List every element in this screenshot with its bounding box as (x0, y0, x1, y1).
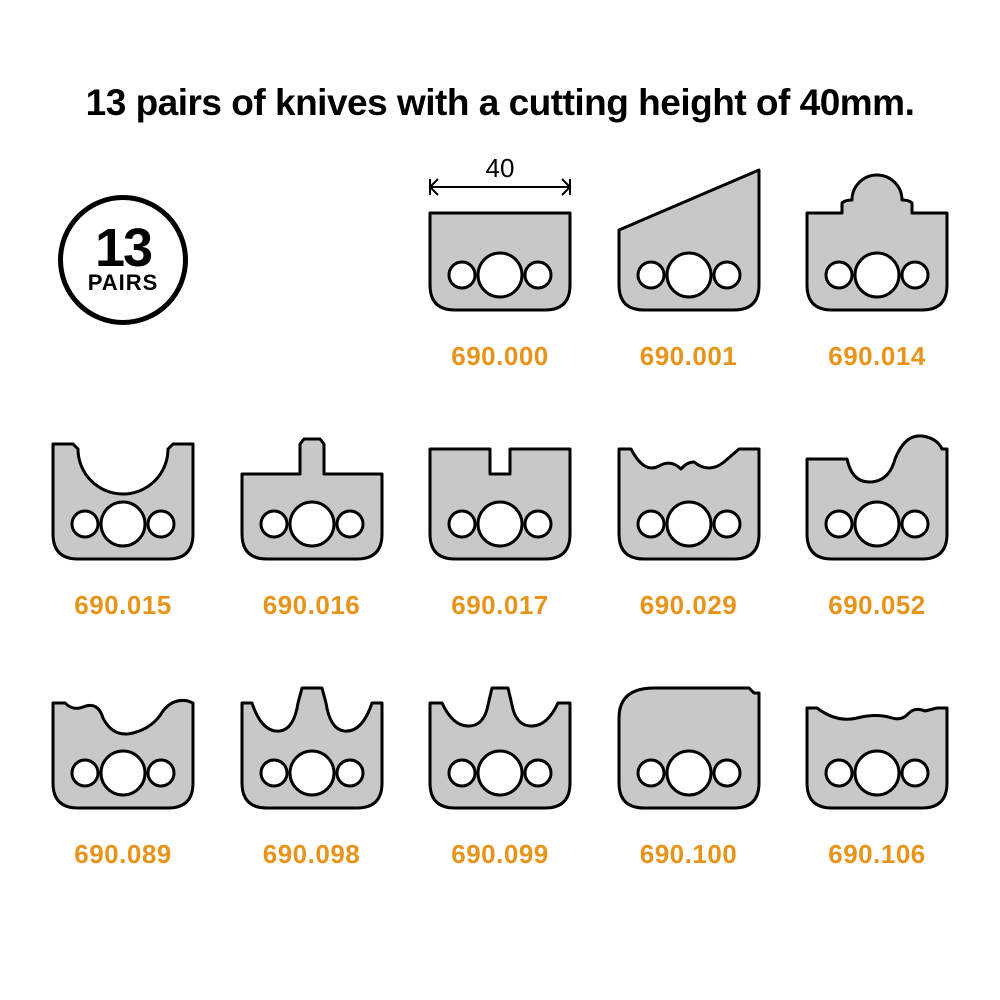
grid-cell: 13 PAIRS (38, 155, 208, 372)
grid-cell: 690.099 (415, 653, 585, 870)
knife-shape (420, 653, 580, 833)
knife-label: 690.106 (828, 839, 925, 870)
knife-shape (797, 653, 957, 833)
knife-grid: 13 PAIRS 40 690.000 690.001 (38, 155, 962, 902)
grid-cell: 690.015 (38, 404, 208, 621)
grid-cell: 690.017 (415, 404, 585, 621)
knife-shape (609, 404, 769, 584)
knife-label: 690.029 (640, 590, 737, 621)
knife-shape (232, 653, 392, 833)
grid-row: 13 PAIRS 40 690.000 690.001 (38, 155, 962, 372)
knife-shape (232, 404, 392, 584)
grid-cell: 690.029 (604, 404, 774, 621)
knife-label: 690.015 (74, 590, 171, 621)
knife-label: 690.089 (74, 839, 171, 870)
knife-label: 690.052 (828, 590, 925, 621)
knife-shape (797, 404, 957, 584)
grid-cell: 690.106 (792, 653, 962, 870)
grid-cell: 690.001 (604, 155, 774, 372)
grid-cell: 690.052 (792, 404, 962, 621)
knife-label: 690.016 (263, 590, 360, 621)
grid-cell: 690.089 (38, 653, 208, 870)
badge-text: PAIRS (88, 270, 159, 296)
knife-label: 690.001 (640, 341, 737, 372)
knife-label: 690.099 (451, 839, 548, 870)
grid-cell: 40 690.000 (415, 155, 585, 372)
knife-shape (420, 404, 580, 584)
knife-label: 690.017 (451, 590, 548, 621)
knife-label: 690.014 (828, 341, 925, 372)
knife-label: 690.100 (640, 839, 737, 870)
grid-cell: 690.098 (227, 653, 397, 870)
knife-shape (609, 653, 769, 833)
knife-shape (609, 155, 769, 335)
knife-label: 690.000 (451, 341, 548, 372)
badge-number: 13 (95, 224, 151, 273)
grid-row: 690.015 690.016 690.017 690.029 690.052 (38, 404, 962, 621)
grid-cell: 690.014 (792, 155, 962, 372)
pairs-badge: 13 PAIRS (58, 195, 188, 325)
knife-shape (43, 404, 203, 584)
dimension-value: 40 (486, 155, 515, 183)
page-title: 13 pairs of knives with a cutting height… (86, 82, 915, 124)
dimension-indicator: 40 (430, 155, 570, 195)
grid-cell: 690.016 (227, 404, 397, 621)
knife-shape: 40 (420, 155, 580, 335)
knife-label: 690.098 (263, 839, 360, 870)
knife-shape (43, 653, 203, 833)
grid-row: 690.089 690.098 690.099 690.100 690.106 (38, 653, 962, 870)
grid-cell (227, 155, 397, 372)
knife-shape (797, 155, 957, 335)
grid-cell: 690.100 (604, 653, 774, 870)
